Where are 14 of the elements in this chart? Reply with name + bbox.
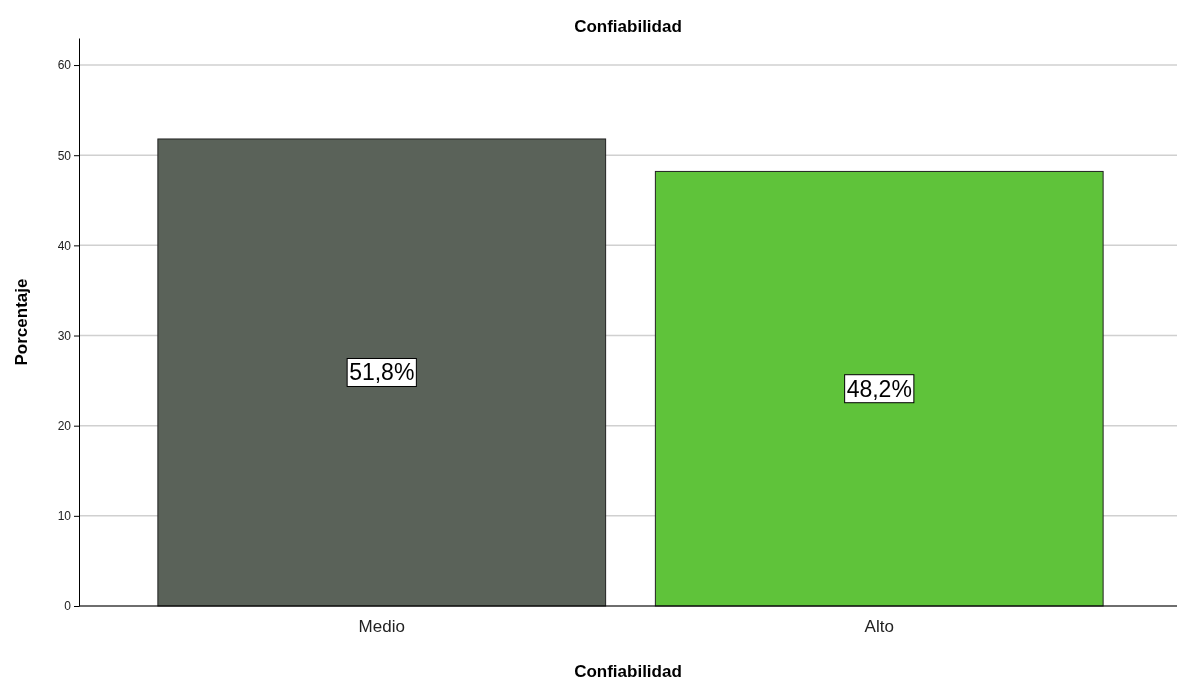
chart-title: Confiabilidad (574, 17, 682, 36)
y-tick-label: 20 (57, 419, 72, 434)
x-tick-label: Medio (358, 617, 405, 637)
y-tick-label: 50 (57, 148, 72, 163)
y-tick-label: 30 (57, 328, 72, 343)
y-tick-label: 40 (57, 238, 72, 253)
y-tick-label: 10 (57, 509, 72, 524)
data-label: 48,2% (846, 375, 912, 402)
y-tick-label: 60 (57, 58, 72, 73)
x-axis-title: Confiabilidad (574, 662, 682, 681)
x-tick-label: Alto (864, 617, 894, 637)
data-label: 51,8% (349, 359, 415, 386)
y-tick-label: 0 (64, 599, 72, 614)
y-axis-title: Porcentaje (12, 278, 31, 366)
